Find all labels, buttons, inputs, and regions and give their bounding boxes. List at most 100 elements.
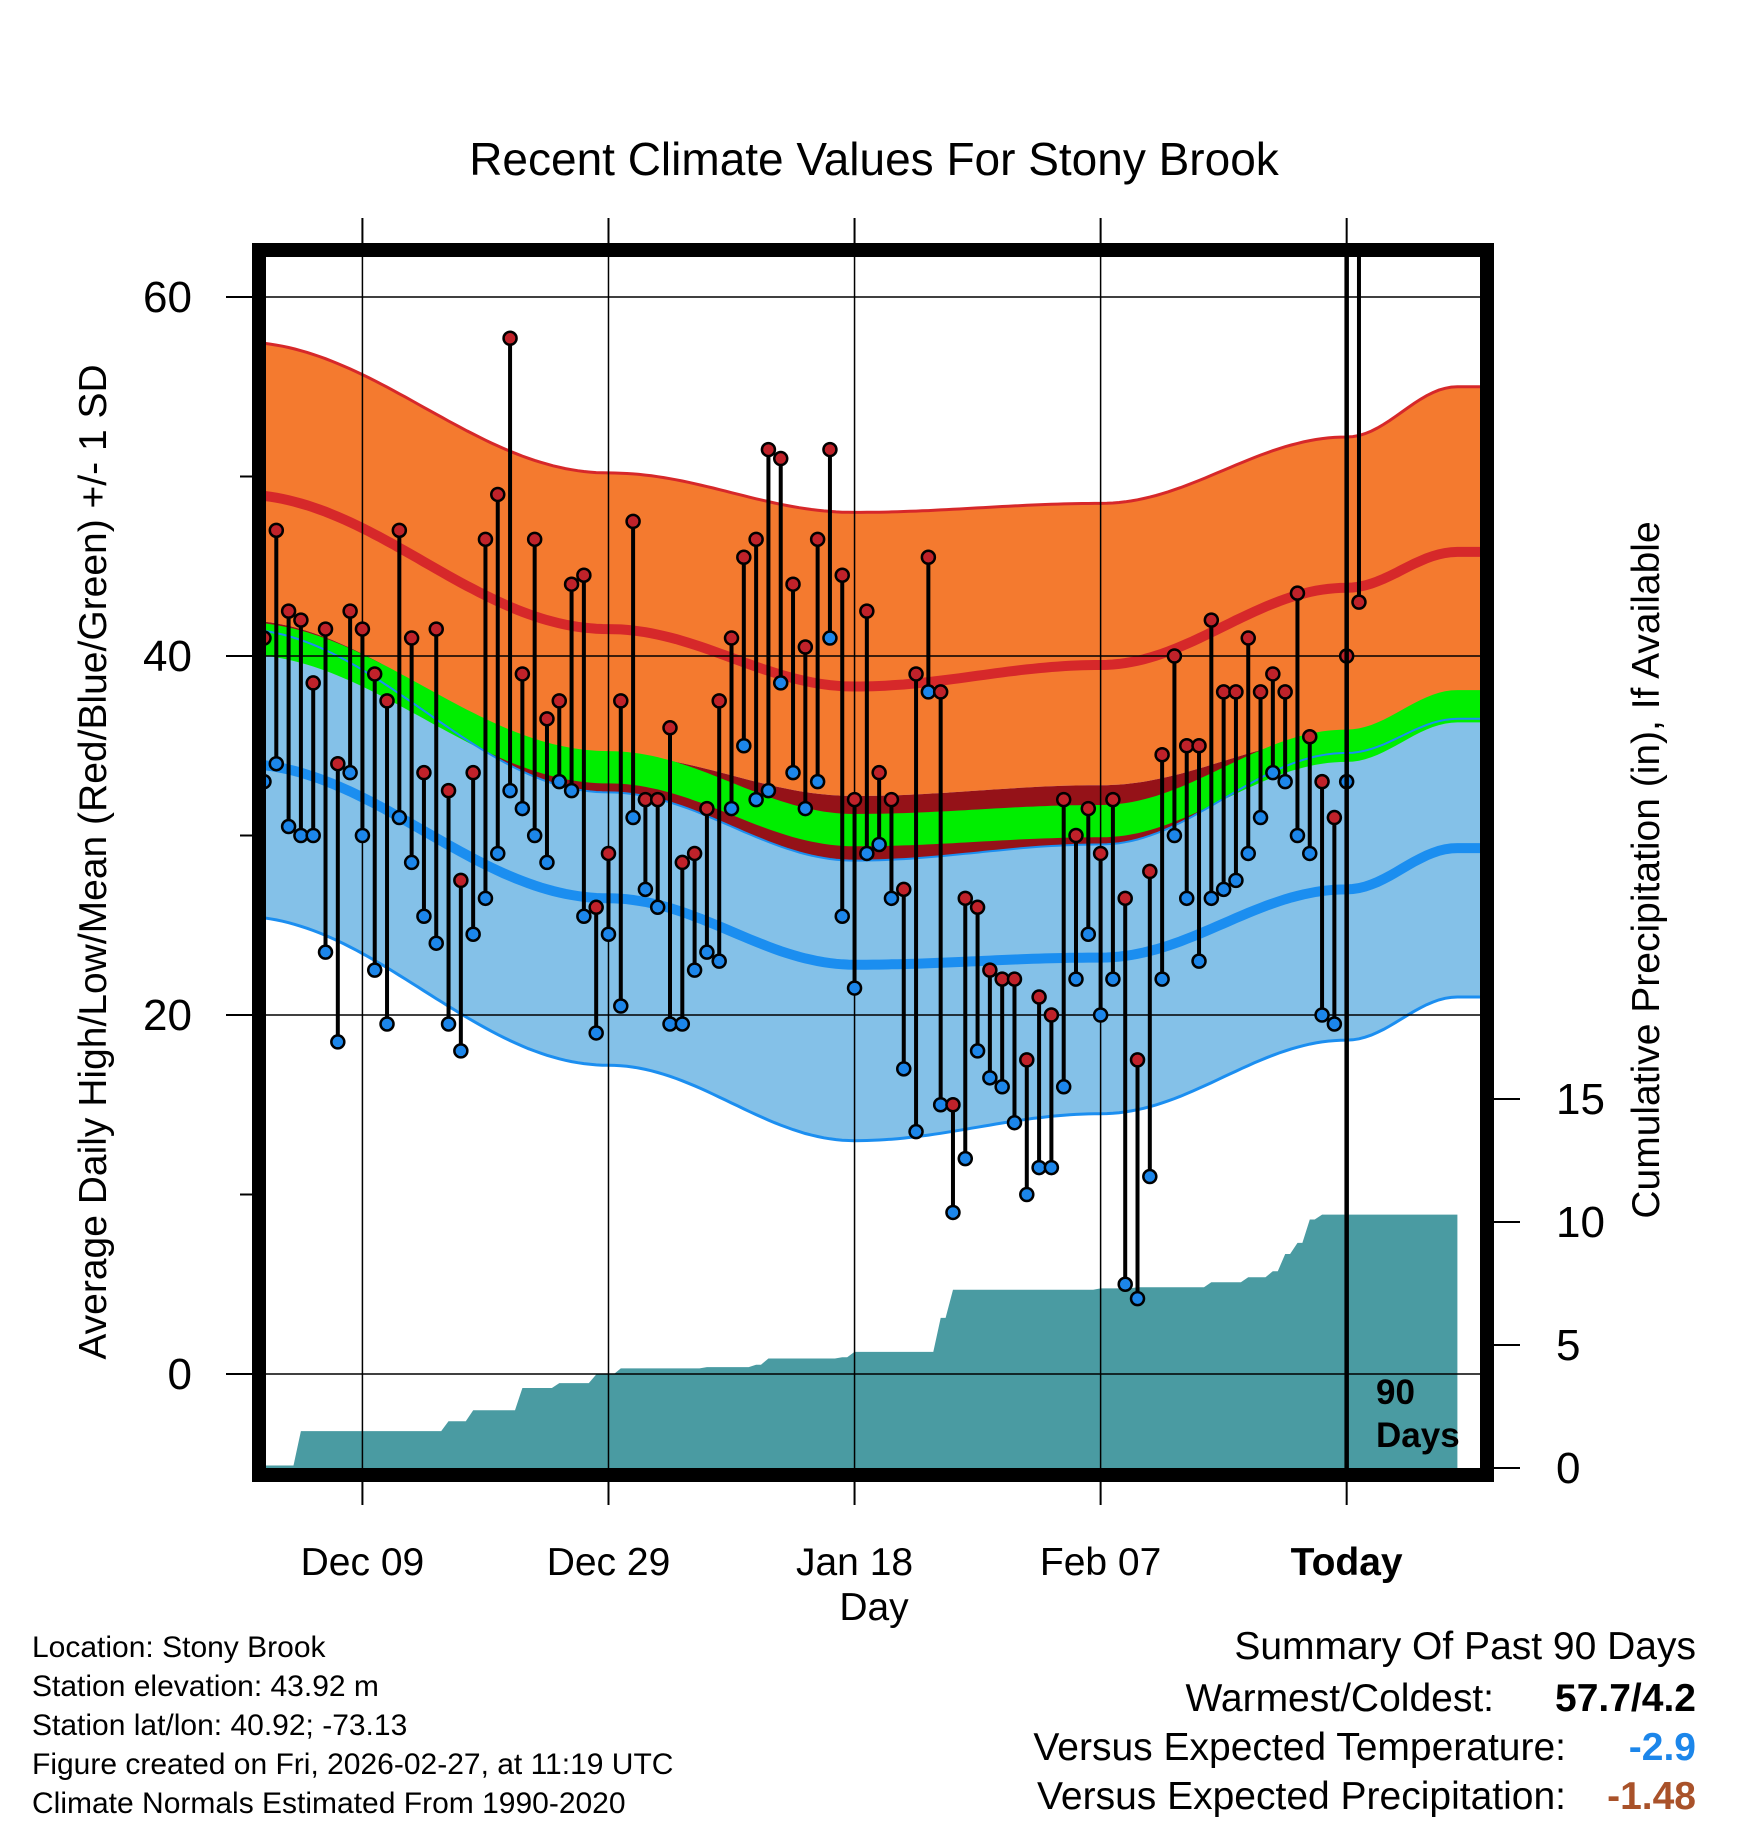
daily-low-point	[760, 782, 777, 799]
daily-bar	[465, 764, 481, 942]
daily-low-point	[1080, 926, 1097, 942]
normal-high-line	[264, 490, 1482, 692]
daily-high-point	[1019, 1052, 1035, 1068]
summary-temp-value: -2.9	[1629, 1726, 1696, 1769]
normal-low-line	[264, 760, 1482, 970]
daily-high-point	[366, 666, 383, 682]
daily-low-point	[1265, 764, 1281, 781]
daily-bar	[1191, 738, 1207, 969]
daily-high-point	[613, 693, 629, 709]
daily-bar	[625, 513, 641, 826]
daily-low-point	[1302, 845, 1318, 862]
daily-bar	[1265, 666, 1281, 781]
daily-bar	[846, 791, 863, 996]
x-tick-label: Dec 09	[301, 1541, 425, 1584]
plot-content	[264, 0, 1482, 1470]
daily-low-point	[896, 1061, 912, 1077]
daily-low-point	[354, 827, 371, 844]
daily-high-point	[514, 666, 531, 682]
daily-low-point	[1203, 890, 1220, 907]
daily-high-point	[1166, 648, 1183, 664]
daily-high-point	[1080, 800, 1097, 817]
daily-bar	[834, 567, 850, 925]
daily-bar	[354, 621, 371, 844]
daily-high-point	[883, 791, 900, 808]
daily-low-point	[883, 890, 900, 907]
daily-bar	[1351, 0, 1367, 610]
daily-low-point	[871, 836, 887, 853]
daily-bar	[772, 450, 789, 691]
daily-high-point	[1302, 729, 1318, 745]
daily-low-point	[440, 1016, 457, 1032]
plot-frame	[252, 243, 1494, 1482]
daily-low-point	[1228, 872, 1244, 889]
daily-high-point	[600, 845, 617, 862]
daily-bar	[477, 531, 494, 907]
daily-low-point	[1031, 1159, 1047, 1176]
daily-high-point	[576, 567, 592, 583]
daily-bar	[637, 791, 654, 898]
daily-bar	[1055, 791, 1072, 1095]
daily-high-point	[969, 899, 986, 916]
daily-high-point	[1006, 971, 1023, 987]
daily-low-point	[932, 1097, 949, 1113]
daily-low-point	[1240, 845, 1256, 862]
daily-high-point	[317, 621, 334, 637]
summary-warm-cold-label: Warmest/Coldest:	[1186, 1677, 1494, 1720]
daily-bar	[686, 845, 703, 978]
daily-low-point	[785, 764, 801, 781]
daily-bar	[440, 782, 457, 1032]
x-tick-label: Jan 18	[796, 1541, 913, 1584]
daily-high-point	[1203, 612, 1220, 628]
y2-axis-label: Cumulative Precipitation (in), If Availa…	[1625, 521, 1668, 1218]
daily-high-point	[1240, 630, 1256, 646]
daily-low-point	[576, 908, 592, 925]
y2-tick-label: 15	[1556, 1075, 1605, 1124]
daily-high-point	[1117, 890, 1133, 907]
daily-bar	[822, 441, 838, 646]
summary-precip-label: Versus Expected Precipitation:	[1037, 1775, 1566, 1818]
daily-high-point	[1228, 684, 1244, 700]
daily-high-point	[526, 531, 543, 548]
daily-high-point	[674, 854, 691, 871]
daily-high-point	[859, 603, 875, 619]
today-label-90: 90	[1376, 1373, 1415, 1412]
daily-high-point	[563, 576, 580, 592]
daily-low-point	[772, 675, 789, 691]
daily-low-point	[490, 845, 506, 862]
daily-bar	[613, 693, 629, 1014]
daily-bar	[403, 630, 420, 871]
daily-bar	[994, 971, 1010, 1095]
daily-bar	[416, 764, 432, 925]
daily-bar	[969, 899, 986, 1059]
daily-low-point	[686, 962, 703, 978]
daily-bar	[1043, 1007, 1060, 1176]
daily-low-point	[280, 818, 297, 835]
daily-bar	[1117, 890, 1133, 1292]
high-sd-band	[264, 343, 1482, 796]
daily-high-point	[293, 612, 309, 628]
daily-bar	[453, 872, 469, 1059]
daily-high-point	[1142, 863, 1158, 880]
daily-low-point	[1105, 971, 1121, 987]
daily-high-point	[268, 522, 285, 539]
daily-low-point	[625, 809, 641, 826]
daily-bar	[797, 639, 814, 817]
daily-low-point	[1166, 827, 1183, 844]
y-tick-label: 0	[168, 1350, 192, 1399]
daily-bar	[551, 693, 568, 790]
y2-tick-label: 10	[1556, 1198, 1605, 1247]
daily-low-point	[1092, 1007, 1109, 1023]
daily-high-point	[871, 764, 887, 781]
daily-high-point	[1055, 791, 1072, 808]
daily-bar	[502, 330, 518, 799]
daily-low-point	[699, 944, 715, 960]
info-location: Location: Stony Brook	[32, 1631, 327, 1664]
daily-high-point	[1031, 989, 1047, 1005]
daily-high-point	[797, 639, 814, 655]
daily-high-point	[1289, 585, 1306, 601]
daily-high-point	[1092, 845, 1109, 862]
daily-bar	[1142, 863, 1158, 1185]
daily-low-point	[1043, 1159, 1060, 1176]
daily-low-point	[1352, 0, 1365, 7]
